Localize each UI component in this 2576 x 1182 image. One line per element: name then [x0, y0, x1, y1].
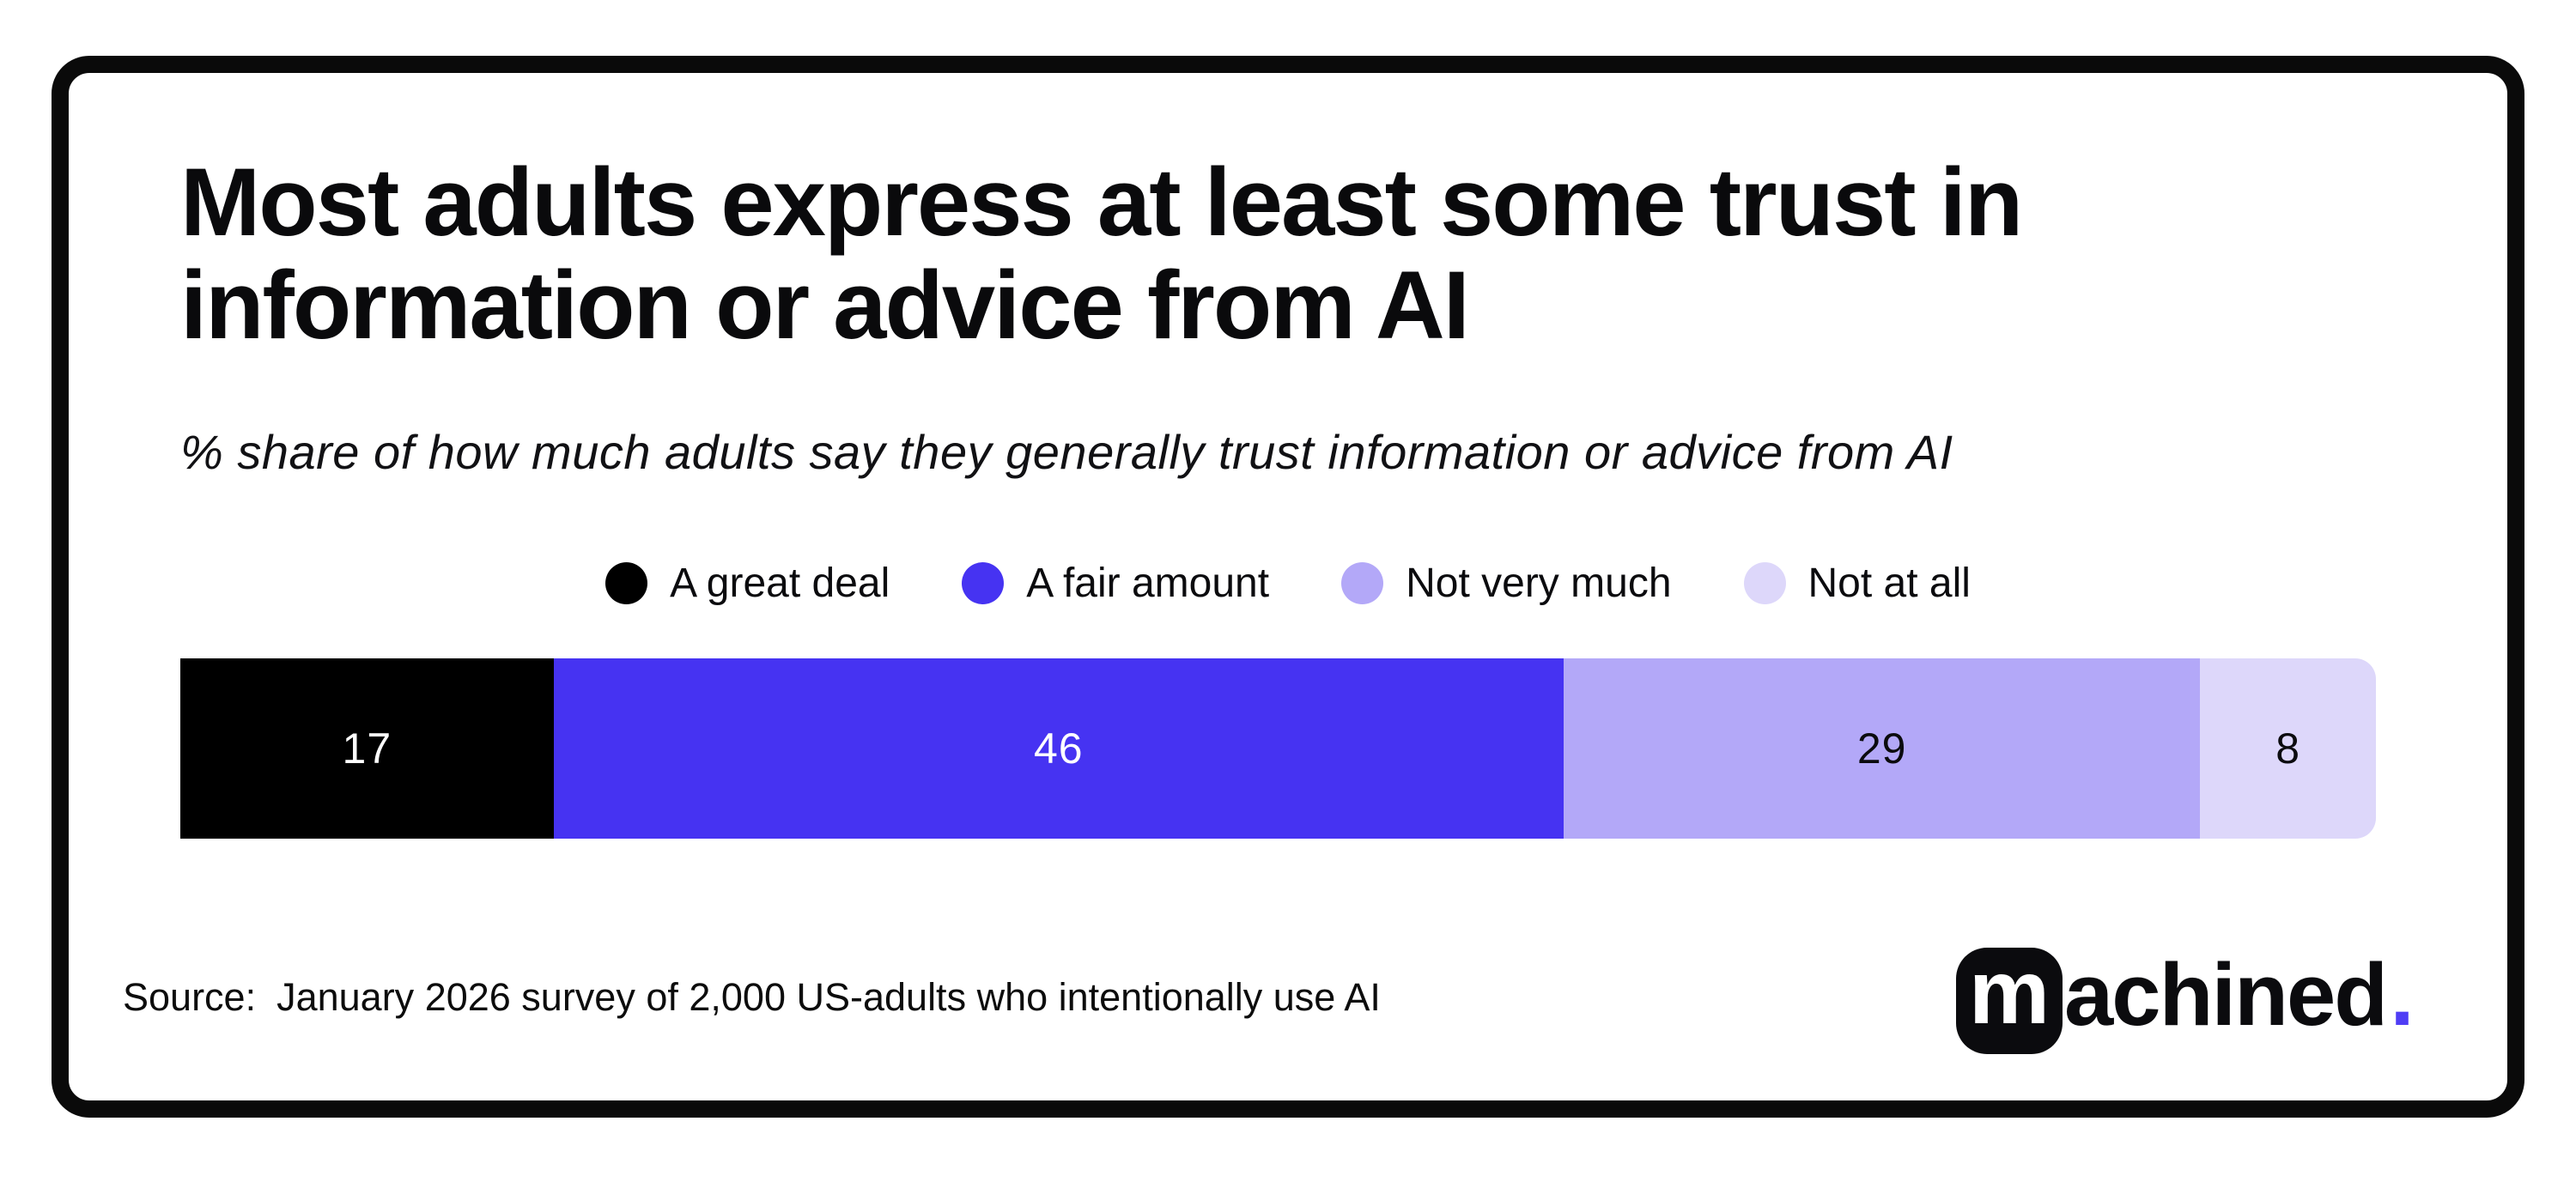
- bar-segment-not-very-much: 29: [1563, 658, 2201, 839]
- legend-swatch-circle-icon: [962, 562, 1005, 604]
- legend-item: Not at all: [1743, 560, 1971, 607]
- legend-label: Not very much: [1406, 561, 1672, 606]
- legend-label: Not at all: [1807, 561, 1971, 606]
- machined-logo: m achined .: [1956, 942, 2415, 1054]
- chart-title: Most adults express at least some trust …: [180, 149, 2023, 359]
- bar-value: 46: [1033, 724, 1084, 773]
- legend-swatch-circle-icon: [605, 562, 648, 604]
- legend-item: A fair amount: [962, 560, 1269, 607]
- source-text: January 2026 survey of 2,000 US-adults w…: [276, 975, 1381, 1019]
- legend-label: A great deal: [670, 561, 890, 606]
- legend: A great deal A fair amount Not very much…: [69, 560, 2507, 607]
- bar-segment-a-great-deal: 17: [180, 658, 554, 839]
- bar-value: 29: [1856, 724, 1907, 773]
- legend-label: A fair amount: [1026, 561, 1270, 606]
- bar-segment-not-at-all: 8: [2200, 658, 2376, 839]
- source-label: Source:: [123, 975, 257, 1019]
- bar-value: 8: [2275, 724, 2301, 773]
- legend-swatch-circle-icon: [1341, 562, 1384, 604]
- stacked-bar: 17 46 29 8: [180, 658, 2376, 839]
- legend-item: Not very much: [1341, 560, 1672, 607]
- bar-segment-a-fair-amount: 46: [553, 658, 1564, 839]
- legend-item: A great deal: [605, 560, 890, 607]
- legend-swatch-circle-icon: [1743, 562, 1786, 604]
- logo-m-icon: m: [1956, 942, 2063, 1054]
- logo-wordmark: achined: [2064, 945, 2388, 1044]
- chart-card: Most adults express at least some trust …: [52, 56, 2524, 1118]
- logo-period-dot: .: [2390, 945, 2415, 1044]
- bar-value: 17: [342, 724, 392, 773]
- logo-m-letter: m: [1968, 942, 2050, 1043]
- chart-subtitle: % share of how much adults say they gene…: [180, 425, 1953, 479]
- source-note: Source: January 2026 survey of 2,000 US-…: [123, 975, 1381, 1020]
